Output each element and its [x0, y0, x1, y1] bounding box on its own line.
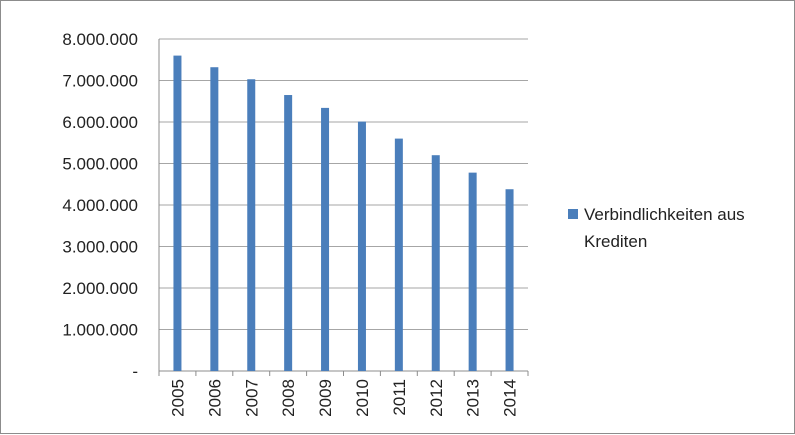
bar	[247, 79, 256, 371]
x-tick-label: 2007	[242, 379, 261, 417]
legend: Verbindlichkeiten aus Krediten	[568, 205, 745, 251]
y-tick-label: 8.000.000	[62, 30, 138, 49]
bar	[321, 107, 330, 371]
x-axis-tick-labels: 2005 2006 2007 2008 2009 2010 2011 2012 2013 2014	[168, 379, 519, 417]
y-tick-label: 2.000.000	[62, 279, 138, 298]
x-tick-label: 2010	[353, 379, 372, 417]
x-tick-label: 2008	[279, 379, 298, 417]
y-tick-label: 5.000.000	[62, 155, 138, 174]
bar	[357, 121, 366, 372]
bar	[394, 138, 403, 371]
gridlines	[159, 38, 528, 330]
bar	[468, 172, 477, 371]
y-tick-label: 7.000.000	[62, 72, 138, 91]
x-tick-label: 2012	[427, 379, 446, 417]
bar	[210, 67, 219, 371]
bar	[173, 55, 182, 371]
bar	[505, 189, 514, 371]
bar	[284, 95, 293, 372]
x-tick-label: 2011	[390, 379, 409, 416]
y-tick-label: 1.000.000	[62, 321, 138, 340]
bar	[431, 155, 440, 371]
x-tick-label: 2013	[464, 379, 483, 417]
legend-swatch	[568, 209, 578, 219]
x-tick-label: 2006	[205, 379, 224, 417]
axes	[158, 39, 529, 376]
x-tick-label: 2014	[501, 379, 520, 417]
y-tick-label: -	[132, 362, 138, 381]
y-axis-tick-labels: - 1.000.000 2.000.000 3.000.000 4.000.000 5.0…	[62, 30, 138, 381]
y-tick-label: 6.000.000	[62, 113, 138, 132]
x-tick-label: 2005	[168, 379, 187, 417]
legend-label-line-2: Krediten	[584, 232, 647, 251]
legend-label-line-1: Verbindlichkeiten aus	[584, 205, 745, 224]
bars	[173, 55, 514, 372]
x-tick-label: 2009	[316, 379, 335, 417]
y-tick-label: 3.000.000	[62, 238, 138, 257]
y-tick-label: 4.000.000	[62, 196, 138, 215]
